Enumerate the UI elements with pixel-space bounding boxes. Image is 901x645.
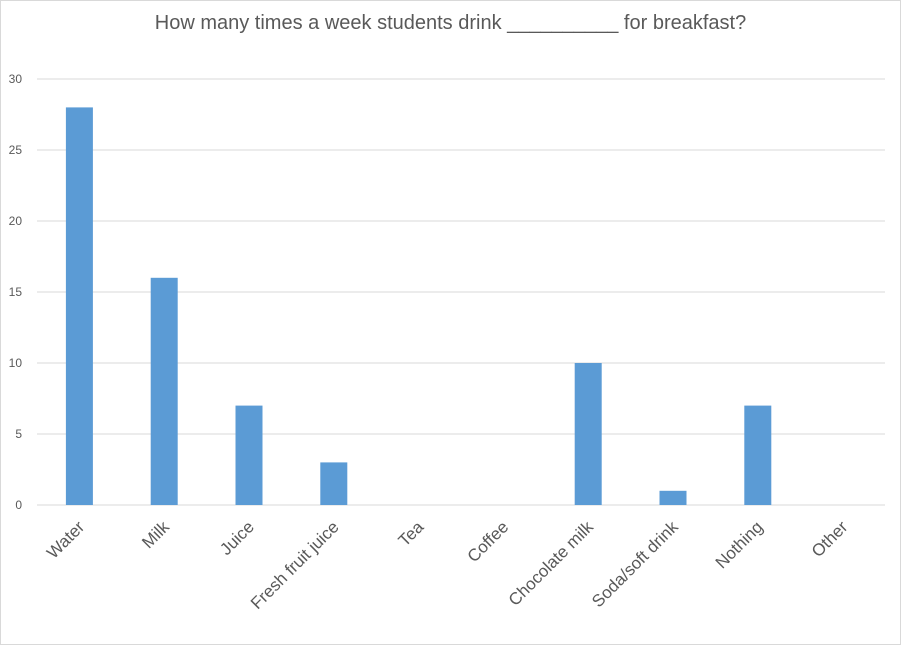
x-tick-label: Soda/soft drink (588, 517, 682, 611)
y-tick-label: 25 (9, 143, 23, 157)
x-tick-label: Tea (395, 517, 428, 550)
x-tick-label: Nothing (712, 517, 767, 572)
y-tick-label: 30 (9, 72, 23, 86)
x-tick-label: Fresh fruit juice (247, 517, 343, 613)
x-tick-label: Coffee (464, 517, 513, 566)
x-tick-label: Chocolate milk (505, 517, 598, 610)
bar-soda-soft-drink (659, 490, 687, 505)
y-tick-label: 5 (15, 427, 22, 441)
x-tick-label: Water (43, 517, 88, 562)
x-tick-label: Juice (216, 517, 257, 558)
x-tick-label: Milk (138, 517, 173, 552)
y-tick-label: 20 (9, 214, 23, 228)
bar-nothing (744, 405, 772, 505)
chart-title: How many times a week students drink ___… (154, 12, 747, 34)
bar-water (65, 107, 93, 506)
y-tick-label: 10 (9, 356, 23, 370)
y-tick-label: 15 (9, 285, 23, 299)
bar-chocolate-milk (574, 363, 602, 505)
bar-fresh-fruit-juice (320, 462, 348, 505)
y-tick-label: 0 (15, 498, 22, 512)
bar-juice (235, 405, 263, 505)
x-tick-label: Other (808, 517, 852, 561)
bar-milk (150, 277, 178, 505)
